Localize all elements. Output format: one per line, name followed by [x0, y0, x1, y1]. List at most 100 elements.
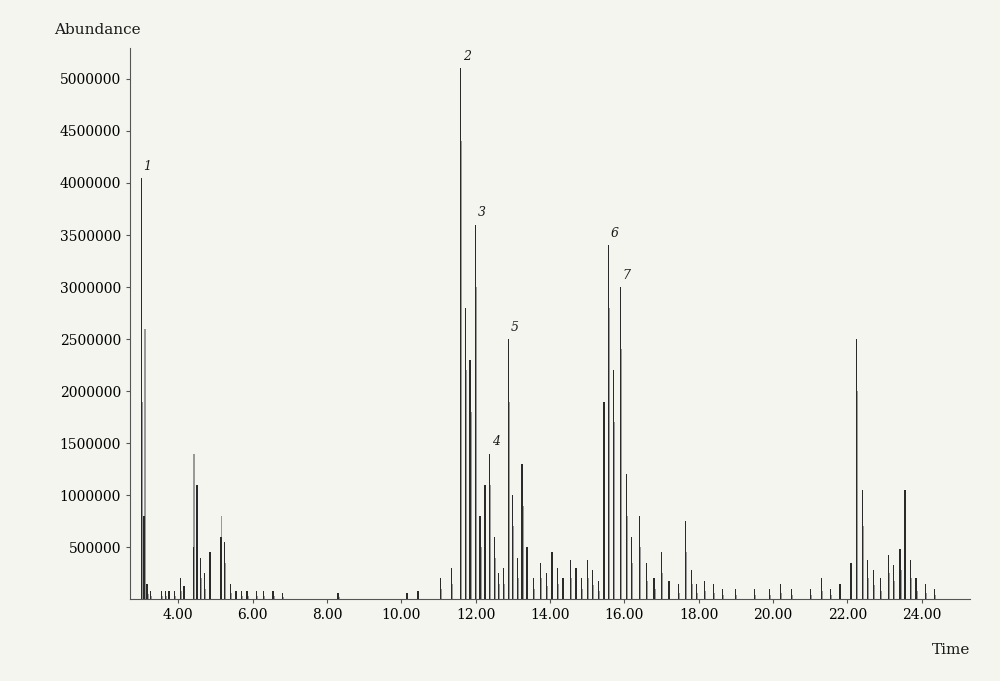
Bar: [704, 591, 706, 599]
Bar: [873, 570, 874, 599]
Bar: [508, 339, 509, 599]
Bar: [337, 593, 339, 599]
Bar: [857, 391, 858, 599]
Bar: [552, 573, 553, 599]
Bar: [899, 550, 901, 599]
Bar: [810, 589, 811, 599]
Bar: [494, 558, 496, 599]
Bar: [904, 490, 906, 599]
Bar: [639, 516, 640, 599]
Bar: [558, 584, 559, 599]
Bar: [246, 591, 248, 599]
Bar: [598, 580, 599, 599]
Bar: [161, 591, 162, 599]
Bar: [440, 578, 441, 599]
Bar: [856, 339, 857, 599]
Bar: [576, 583, 577, 599]
Bar: [632, 563, 633, 599]
Bar: [151, 596, 152, 599]
Bar: [504, 584, 505, 599]
Bar: [146, 584, 148, 599]
Bar: [626, 516, 628, 599]
Bar: [283, 597, 284, 599]
Bar: [722, 589, 723, 599]
Bar: [196, 485, 198, 599]
Bar: [723, 595, 724, 599]
Bar: [563, 589, 564, 599]
Bar: [810, 595, 812, 599]
Bar: [272, 591, 274, 599]
Bar: [736, 595, 737, 599]
Bar: [621, 349, 622, 599]
Bar: [221, 516, 222, 599]
Bar: [241, 591, 242, 599]
Bar: [631, 537, 632, 599]
Bar: [881, 591, 882, 599]
Bar: [696, 584, 697, 599]
Bar: [697, 593, 698, 599]
Bar: [830, 589, 831, 599]
Bar: [691, 570, 692, 599]
Bar: [546, 586, 548, 599]
Bar: [476, 287, 477, 599]
Bar: [165, 591, 166, 599]
Bar: [557, 568, 558, 599]
Bar: [851, 580, 852, 599]
Bar: [831, 595, 832, 599]
Bar: [867, 560, 868, 599]
Bar: [204, 573, 205, 599]
Bar: [613, 370, 614, 599]
Bar: [915, 578, 917, 599]
Bar: [256, 591, 257, 599]
Bar: [540, 563, 541, 599]
Bar: [755, 595, 756, 599]
Bar: [888, 573, 890, 599]
Bar: [230, 584, 231, 599]
Bar: [593, 585, 594, 599]
Bar: [780, 584, 781, 599]
Bar: [562, 578, 564, 599]
Bar: [910, 560, 911, 599]
Bar: [440, 589, 442, 599]
Bar: [661, 552, 662, 599]
Bar: [873, 585, 875, 599]
Bar: [183, 586, 185, 599]
Bar: [141, 402, 143, 599]
Bar: [592, 570, 593, 599]
Bar: [704, 580, 705, 599]
Bar: [236, 595, 237, 599]
Bar: [894, 580, 895, 599]
Bar: [668, 580, 670, 599]
Bar: [620, 287, 621, 599]
Bar: [338, 597, 340, 599]
Text: 2: 2: [463, 50, 471, 63]
Bar: [180, 591, 182, 599]
Bar: [484, 485, 486, 599]
Bar: [609, 308, 610, 599]
Bar: [686, 552, 687, 599]
Bar: [888, 554, 889, 599]
Bar: [647, 580, 648, 599]
Bar: [174, 591, 175, 599]
Bar: [204, 589, 206, 599]
Bar: [257, 596, 258, 599]
Bar: [603, 402, 605, 599]
Bar: [282, 593, 283, 599]
Bar: [639, 548, 641, 599]
Text: 7: 7: [622, 269, 630, 282]
Bar: [792, 595, 793, 599]
Bar: [754, 589, 755, 599]
Bar: [220, 537, 222, 599]
Bar: [475, 225, 476, 599]
Bar: [168, 591, 170, 599]
Bar: [479, 516, 481, 599]
Bar: [210, 578, 211, 599]
Bar: [626, 475, 627, 599]
Bar: [678, 584, 679, 599]
Bar: [868, 578, 869, 599]
Bar: [791, 589, 792, 599]
Bar: [821, 578, 822, 599]
Bar: [503, 568, 504, 599]
Bar: [735, 589, 736, 599]
Bar: [669, 591, 670, 599]
